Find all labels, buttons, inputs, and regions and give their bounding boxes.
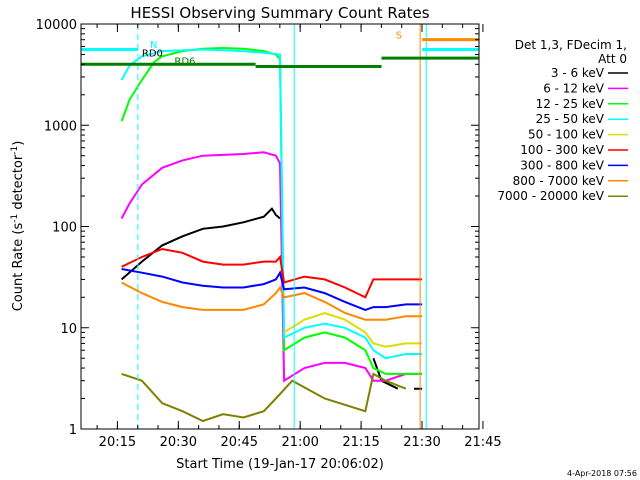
legend-label: 800 - 7000 keV bbox=[513, 174, 605, 188]
series-line bbox=[283, 311, 423, 348]
x-tick-label: 21:00 bbox=[281, 435, 318, 450]
chart-title: HESSI Observing Summary Count Rates bbox=[130, 4, 429, 22]
y-axis-label-sup1: -1 bbox=[10, 214, 20, 223]
series-line bbox=[121, 247, 423, 299]
legend-label: 6 - 12 keV bbox=[543, 81, 605, 95]
series-line bbox=[120, 46, 423, 375]
series-line bbox=[121, 372, 407, 423]
legend-label: 3 - 6 keV bbox=[551, 66, 605, 80]
flag-annotation: S bbox=[396, 30, 402, 41]
legend-header-line2: Att 0 bbox=[598, 52, 627, 66]
legend-label: 25 - 50 keV bbox=[536, 112, 605, 126]
legend-label: 100 - 300 keV bbox=[520, 143, 604, 157]
legend-label: 50 - 100 keV bbox=[528, 128, 605, 142]
series-line bbox=[121, 281, 423, 321]
x-tick-label: 21:45 bbox=[464, 435, 501, 450]
flag-annotation: RD6 bbox=[174, 56, 195, 67]
y-tick-label: 10 bbox=[60, 322, 77, 337]
y-axis-label-mid: detector bbox=[11, 154, 26, 214]
series-line bbox=[120, 151, 423, 383]
legend-label: 7000 - 20000 keV bbox=[497, 189, 604, 203]
flag-annotation: RD0 bbox=[142, 48, 163, 59]
y-axis-label-end: ) bbox=[11, 141, 26, 146]
y-tick-label: 1000 bbox=[44, 119, 77, 134]
series-line bbox=[120, 207, 423, 390]
y-tick-label: 10000 bbox=[36, 18, 77, 33]
x-tick-label: 20:15 bbox=[99, 435, 136, 450]
legend-header-line1: Det 1,3, FDecim 1, bbox=[515, 38, 627, 52]
x-tick-label: 20:30 bbox=[160, 435, 197, 450]
legend-label: 300 - 800 keV bbox=[520, 158, 604, 172]
series-line bbox=[121, 268, 423, 311]
x-tick-label: 20:45 bbox=[221, 435, 258, 450]
flag-annotation: N bbox=[150, 40, 157, 51]
y-tick-label: 1 bbox=[69, 423, 77, 438]
timestamp: 4-Apr-2018 07:56 bbox=[567, 469, 637, 478]
y-axis-label-main: Count Rate (s bbox=[11, 223, 26, 312]
x-tick-label: 21:30 bbox=[403, 435, 440, 450]
x-axis: 20:15 20:30 20:45 21:00 21:15 21:30 21:45 bbox=[96, 24, 502, 450]
y-tick-label: 100 bbox=[52, 221, 77, 236]
y-axis: 1 10 100 1000 10000 bbox=[36, 18, 479, 438]
y-axis-label: Count Rate (s-1 detector-1) bbox=[10, 141, 26, 312]
x-axis-label: Start Time (19-Jan-17 20:06:02) bbox=[176, 457, 384, 472]
legend-label: 12 - 25 keV bbox=[536, 97, 605, 111]
y-axis-label-sup2: -1 bbox=[10, 146, 20, 155]
series-layer bbox=[120, 46, 423, 423]
x-tick-label: 21:15 bbox=[342, 435, 379, 450]
series-line bbox=[120, 48, 423, 360]
